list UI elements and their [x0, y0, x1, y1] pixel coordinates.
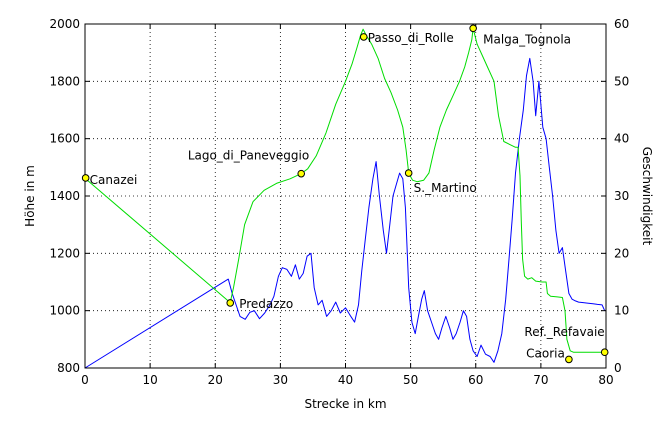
y-tick-label: 1400: [49, 189, 80, 203]
y2-tick-label: 30: [614, 189, 629, 203]
waypoint-label: Canazei: [90, 173, 138, 187]
y2-tick-label: 40: [614, 132, 629, 146]
ticks: 0 10 20 30 40 50 60 70 80 800 1000 1200 1400 1600 1800…: [49, 17, 629, 387]
waypoint-marker: [226, 299, 235, 307]
waypoint-marker: [359, 33, 368, 41]
waypoint-label: Ref._Refavaie: [524, 325, 604, 339]
x-tick-label: 80: [598, 373, 613, 387]
waypoint-label: Malga_Tognola: [483, 32, 571, 46]
y-tick-label: 1200: [49, 246, 80, 260]
x-tick-label: 60: [468, 373, 483, 387]
y2-tick-label: 10: [614, 304, 629, 318]
y-tick-label: 800: [57, 361, 80, 375]
waypoint-marker: [404, 169, 413, 177]
waypoint-marker: [81, 174, 90, 182]
y-tick-label: 1600: [49, 132, 80, 146]
waypoint-marker: [297, 169, 306, 178]
waypoint-label: Passo_di_Rolle: [368, 31, 454, 45]
waypoint-marker: [469, 24, 477, 33]
waypoint-label: Predazzo: [239, 297, 293, 311]
grid: [85, 24, 606, 368]
x-tick-label: 10: [142, 373, 157, 387]
x-tick-label: 40: [338, 373, 353, 387]
y2-axis-title: Geschwindigkeit: [640, 147, 654, 246]
waypoint-layer: Canazei Predazzo Lago_di_Paneveggio Passo_d…: [81, 24, 609, 364]
speed-series-line: [84, 57, 606, 369]
y-axis-title: Höhe in m: [23, 165, 37, 227]
series-layer: [84, 27, 606, 369]
waypoint-label: S._Martino: [414, 181, 477, 195]
x-tick-label: 20: [208, 373, 223, 387]
waypoint-marker: [600, 348, 609, 357]
x-tick-label: 0: [81, 373, 89, 387]
y2-tick-label: 60: [614, 17, 629, 31]
y-tick-label: 2000: [49, 17, 80, 31]
y-tick-label: 1800: [49, 74, 80, 88]
x-tick-label: 70: [533, 373, 548, 387]
waypoint-label: Lago_di_Paneveggio: [188, 149, 309, 163]
x-tick-label: 30: [273, 373, 288, 387]
waypoint-label: Caoria: [526, 346, 565, 360]
y-tick-label: 1000: [49, 304, 80, 318]
altitude-series-line: [84, 27, 605, 353]
x-tick-label: 50: [403, 373, 418, 387]
y2-tick-label: 0: [614, 361, 622, 375]
y2-tick-label: 20: [614, 246, 629, 260]
y2-tick-label: 50: [614, 74, 629, 88]
x-axis-title: Strecke in km: [304, 397, 386, 411]
waypoint-marker: [565, 355, 573, 364]
